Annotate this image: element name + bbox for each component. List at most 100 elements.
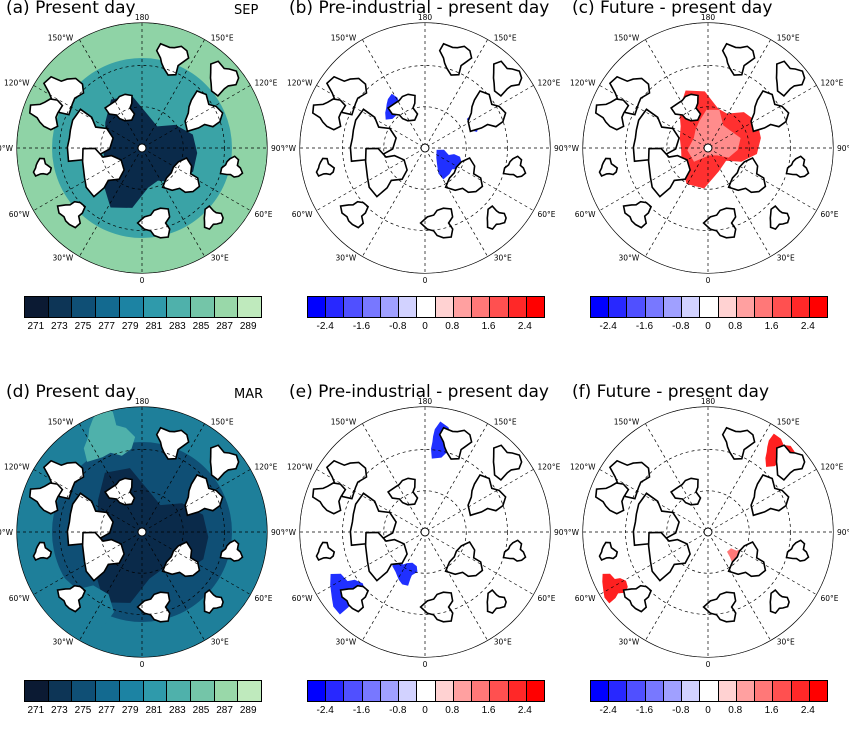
land-outline xyxy=(364,147,408,198)
graticule-label: 180 xyxy=(701,13,716,22)
colorbar-swatch xyxy=(663,681,683,701)
land-outline xyxy=(203,205,224,231)
colorbar-label: -0.8 xyxy=(389,321,407,332)
land-outline xyxy=(444,540,484,578)
land-outline xyxy=(721,426,756,460)
colorbar-label: 1.6 xyxy=(764,705,779,716)
colorbar-label: 275 xyxy=(74,321,92,332)
graticule-label: 30°E xyxy=(211,638,229,647)
graticule-label: 30°E xyxy=(777,254,795,263)
colorbar-label: -1.6 xyxy=(352,321,371,332)
graticule-label: 180 xyxy=(418,397,433,406)
colorbar-label: 281 xyxy=(145,705,163,716)
land-outline xyxy=(32,157,53,178)
land-outline xyxy=(339,584,370,613)
land-outline xyxy=(311,482,347,515)
colorbar-label: 279 xyxy=(121,705,139,716)
graticule-label: 0 xyxy=(140,276,145,285)
land-outline xyxy=(785,155,810,178)
land-outline xyxy=(56,584,87,613)
graticule-label: 0 xyxy=(423,276,428,285)
polar-map: 180 0 90°W 90°E 150°W 120°W 60°W 30°W 150°E 120°E… xyxy=(566,13,849,285)
land-outline xyxy=(438,426,473,460)
land-outline xyxy=(155,426,190,460)
land-outline xyxy=(419,207,454,239)
graticule-label: 150°E xyxy=(494,34,517,43)
panel-title: (f) Future - present day xyxy=(572,382,770,402)
colorbar-swatch xyxy=(809,681,828,701)
colorbar xyxy=(24,296,262,318)
colorbar-label: 0.8 xyxy=(728,705,743,716)
land-outline xyxy=(669,93,702,122)
colorbar-label: -2.4 xyxy=(599,321,617,332)
map-panel: 180 0 90°W 90°E 150°W 120°W 60°W 30°W 150°E 120°E… xyxy=(283,382,566,740)
land-outline xyxy=(184,474,224,517)
colorbar-swatch xyxy=(167,297,191,317)
map-panel: 180 0 90°W 90°E 150°W 120°W 60°W 30°W 150°E 120°E… xyxy=(0,382,283,740)
graticule-label: 150°E xyxy=(777,418,800,427)
land-outline xyxy=(727,156,767,194)
colorbar-swatch xyxy=(627,297,646,317)
graticule-label: 90°W xyxy=(283,144,297,153)
colorbar-label: 0.8 xyxy=(445,321,460,332)
colorbar-swatch xyxy=(72,681,97,701)
graticule-label: 30°E xyxy=(494,254,512,263)
graticule-label: 60°E xyxy=(538,210,556,219)
graticule-label: 30°W xyxy=(336,254,357,263)
map-panel: 180 0 90°W 90°E 150°W 120°W 60°W 30°W 150°E 120°E… xyxy=(283,0,566,356)
land-outline xyxy=(444,156,484,194)
graticule-label: 90°E xyxy=(837,528,849,537)
graticule-label: 60°E xyxy=(255,594,273,603)
colorbar-label: 287 xyxy=(216,321,233,332)
polar-map: 180 0 90°W 90°E 150°W 120°W 60°W 30°W 150°E 120°E… xyxy=(566,397,849,669)
land-outline xyxy=(750,474,790,517)
polar-map: 180 0 90°W 90°E 150°W 120°W 60°W 30°W 150°E 120°E… xyxy=(283,397,566,669)
colorbar-swatch xyxy=(773,297,792,317)
anomaly-patch xyxy=(602,573,628,604)
graticule-label: 120°E xyxy=(821,79,844,88)
graticule-label: 150°W xyxy=(48,34,74,43)
land-outline xyxy=(155,42,190,76)
colorbar-label: 0 xyxy=(705,321,711,332)
land-outline xyxy=(669,477,702,506)
land-outline xyxy=(486,589,507,615)
colorbar-label: 281 xyxy=(145,321,163,332)
colorbar-swatch xyxy=(167,681,191,701)
colorbar-swatch xyxy=(472,681,491,701)
colorbar-swatch xyxy=(380,297,400,317)
graticule-label: 90°W xyxy=(566,528,580,537)
colorbar-label: 0 xyxy=(422,705,428,716)
graticule-label: 90°W xyxy=(0,144,14,153)
colorbar-label: -1.6 xyxy=(635,705,654,716)
colorbar-swatch xyxy=(214,297,239,317)
graticule-label: 0 xyxy=(140,660,145,669)
graticule-label: 30°W xyxy=(619,638,640,647)
colorbar-swatch xyxy=(591,297,610,317)
land-outline xyxy=(32,541,53,562)
graticule-label: 120°W xyxy=(570,463,596,472)
colorbar xyxy=(24,680,262,702)
north-pole-marker xyxy=(137,143,147,153)
land-outline xyxy=(364,531,408,582)
graticule-label: 30°E xyxy=(211,254,229,263)
graticule-label: 60°W xyxy=(575,594,596,603)
graticule-label: 150°W xyxy=(331,418,357,427)
latitude-circle xyxy=(666,490,750,574)
colorbar-label: 287 xyxy=(216,705,233,716)
colorbar-swatch xyxy=(453,297,473,317)
land-outline xyxy=(594,482,630,515)
colorbar-swatch xyxy=(682,297,701,317)
map-panel: 180 0 90°W 90°E 150°W 120°W 60°W 30°W 150°E 120°E… xyxy=(566,382,849,740)
colorbar-label: 289 xyxy=(239,321,257,332)
colorbar-label: 271 xyxy=(27,705,45,716)
graticule-label: 150°W xyxy=(331,34,357,43)
graticule-label: 120°W xyxy=(4,463,30,472)
graticule-label: 90°E xyxy=(271,528,283,537)
land-outline xyxy=(702,207,737,239)
land-outline xyxy=(750,90,790,133)
colorbar-swatch xyxy=(609,681,628,701)
north-pole-marker xyxy=(420,527,430,537)
graticule-label: 90°E xyxy=(554,144,566,153)
panel-title: (e) Pre-industrial - present day xyxy=(289,382,549,402)
graticule-label: 90°W xyxy=(283,528,297,537)
